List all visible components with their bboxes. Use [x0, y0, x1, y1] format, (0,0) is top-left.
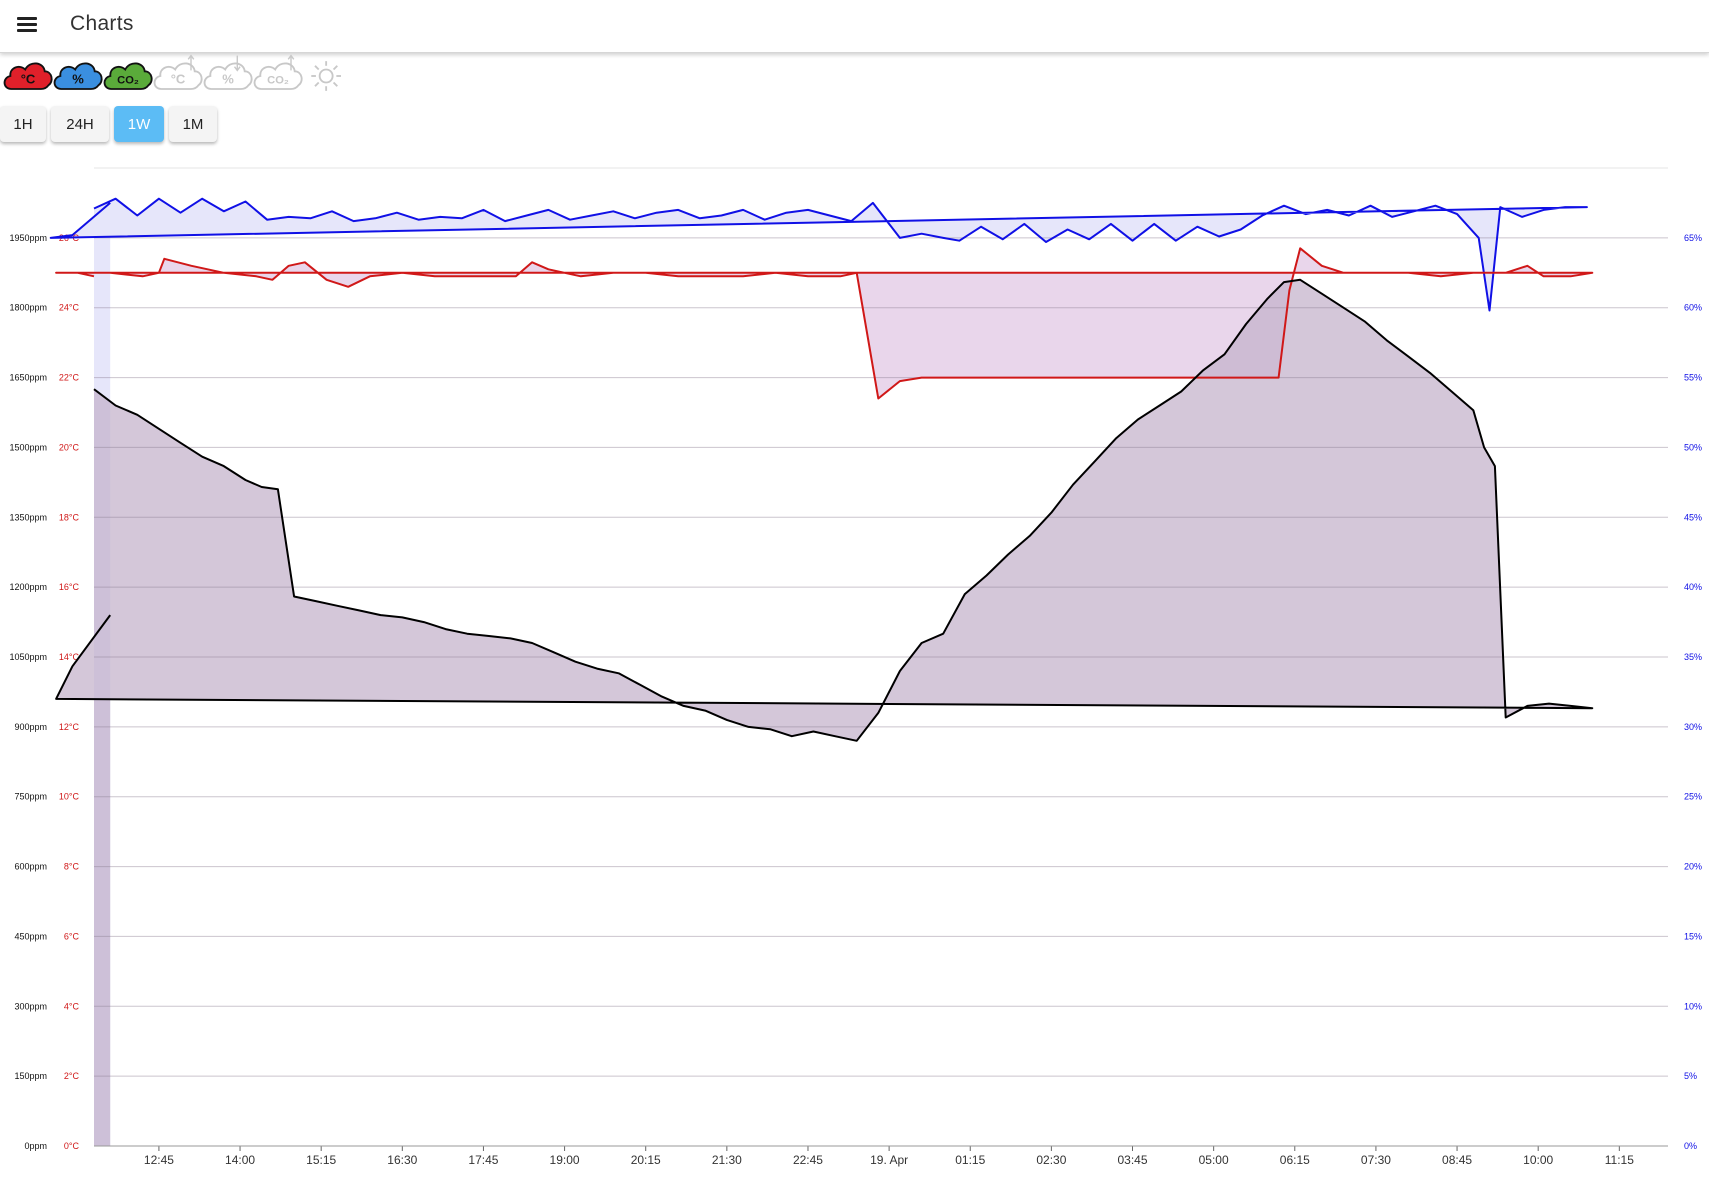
range-button-1m[interactable]: 1M — [169, 106, 217, 142]
humidity-tick-label: 15% — [1684, 931, 1702, 941]
humidity-tick-label: 60% — [1684, 303, 1702, 313]
co2-tick-label: 1350ppm — [9, 512, 47, 522]
temperature-trend-icon-label: °C — [171, 71, 186, 86]
humidity-trend-icon-label: % — [222, 71, 234, 86]
temperature-tick-label: 0°C — [64, 1141, 80, 1151]
temperature-tick-label: 6°C — [64, 931, 80, 941]
temperature-icon[interactable]: °C — [2, 56, 54, 96]
humidity-tick-label: 65% — [1684, 233, 1702, 243]
range-button-1w[interactable]: 1W — [114, 106, 164, 142]
humidity-tick-label: 35% — [1684, 652, 1702, 662]
temperature-icon-label: °C — [21, 71, 36, 86]
humidity-tick-label: 25% — [1684, 792, 1702, 802]
humidity-line — [49, 197, 1588, 312]
co2-tick-label: 900ppm — [14, 722, 47, 732]
co2-tick-label: 0ppm — [24, 1141, 47, 1151]
temperature-tick-label: 18°C — [59, 512, 80, 522]
temperature-tick-label: 10°C — [59, 792, 80, 802]
co2-icon-label: CO₂ — [117, 74, 139, 86]
x-tick-label: 21:30 — [712, 1153, 742, 1167]
temperature-tick-label: 4°C — [64, 1001, 80, 1011]
x-tick-label: 17:45 — [468, 1153, 498, 1167]
co2-tick-label: 1200ppm — [9, 582, 47, 592]
co2-tick-label: 450ppm — [14, 931, 47, 941]
humidity-tick-label: 40% — [1684, 582, 1702, 592]
x-tick-label: 02:30 — [1036, 1153, 1066, 1167]
x-tick-label: 05:00 — [1199, 1153, 1229, 1167]
x-tick-label: 11:15 — [1605, 1153, 1634, 1167]
humidity-tick-label: 45% — [1684, 512, 1702, 522]
sensor-chart: 0ppm 0°C 0% 150ppm 2°C 5% 300ppm 4°C 10% 450ppm 6°… — [9, 167, 1702, 1167]
co2-trend-icon-label: CO₂ — [267, 74, 289, 86]
co2-trend-icon[interactable]: CO₂ — [252, 54, 304, 96]
co2-tick-label: 600ppm — [14, 862, 47, 872]
humidity-tick-label: 30% — [1684, 722, 1702, 732]
x-tick-label: 14:00 — [225, 1153, 255, 1167]
x-tick-label: 12:45 — [144, 1153, 174, 1167]
temperature-tick-label: 8°C — [64, 862, 80, 872]
app-bar: Charts — [0, 0, 1709, 53]
sensor-toggle-bar: °C% CO₂ °C% CO₂ — [0, 52, 360, 100]
x-tick-label: 01:15 — [955, 1153, 985, 1167]
humidity-tick-label: 50% — [1684, 442, 1702, 452]
range-button-24h[interactable]: 24H — [51, 106, 109, 142]
co2-tick-label: 1950ppm — [9, 233, 47, 243]
x-tick-label: 15:15 — [306, 1153, 336, 1167]
co2-tick-label: 1650ppm — [9, 373, 47, 383]
menu-icon[interactable] — [12, 12, 42, 38]
co2-tick-label: 750ppm — [14, 792, 47, 802]
humidity-trend-icon[interactable]: % — [202, 55, 254, 96]
humidity-icon[interactable]: % — [52, 56, 104, 96]
x-tick-label: 06:15 — [1280, 1153, 1310, 1167]
temperature-tick-label: 20°C — [59, 442, 80, 452]
co2-tick-label: 1500ppm — [9, 442, 47, 452]
x-tick-label: 08:45 — [1442, 1153, 1472, 1167]
x-tick-label: 20:15 — [631, 1153, 661, 1167]
temperature-tick-label: 2°C — [64, 1071, 80, 1081]
humidity-tick-label: 10% — [1684, 1001, 1702, 1011]
temperature-trend-icon[interactable]: °C — [152, 54, 204, 96]
co2-area — [56, 279, 1593, 1146]
light-icon[interactable] — [302, 56, 354, 96]
temperature-tick-label: 22°C — [59, 373, 80, 383]
temperature-tick-label: 16°C — [59, 582, 80, 592]
co2-icon[interactable]: CO₂ — [102, 56, 154, 96]
temperature-tick-label: 14°C — [59, 652, 80, 662]
x-tick-label: 07:30 — [1361, 1153, 1391, 1167]
temperature-tick-label: 24°C — [59, 303, 80, 313]
humidity-tick-label: 5% — [1684, 1071, 1697, 1081]
humidity-tick-label: 0% — [1684, 1141, 1697, 1151]
co2-tick-label: 150ppm — [14, 1071, 47, 1081]
x-tick-label: 19:00 — [550, 1153, 580, 1167]
x-tick-label: 03:45 — [1117, 1153, 1147, 1167]
x-tick-label: 16:30 — [387, 1153, 417, 1167]
temperature-line — [55, 247, 1594, 400]
co2-tick-label: 300ppm — [14, 1001, 47, 1011]
humidity-icon-label: % — [72, 71, 84, 86]
co2-tick-label: 1800ppm — [9, 303, 47, 313]
x-tick-label: 10:00 — [1523, 1153, 1553, 1167]
x-tick-label: 22:45 — [793, 1153, 823, 1167]
humidity-tick-label: 20% — [1684, 862, 1702, 872]
range-button-1h[interactable]: 1H — [0, 106, 46, 142]
temperature-tick-label: 12°C — [59, 722, 80, 732]
co2-tick-label: 1050ppm — [9, 652, 47, 662]
x-tick-label: 19. Apr — [870, 1153, 908, 1167]
humidity-tick-label: 55% — [1684, 373, 1702, 383]
page-title: Charts — [70, 12, 134, 35]
co2-line — [55, 278, 1594, 742]
